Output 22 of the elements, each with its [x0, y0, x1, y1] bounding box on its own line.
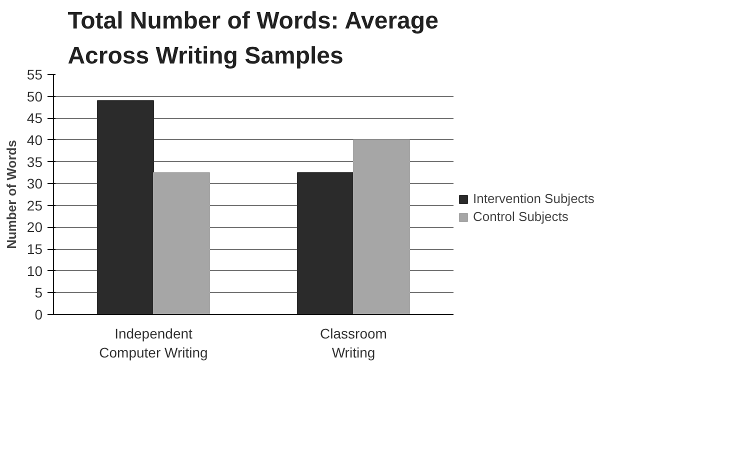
legend-label: Control Subjects	[473, 209, 568, 224]
chart-title: Total Number of Words: Average Across Writing Samples	[68, 7, 438, 70]
y-tick-label: 0	[34, 306, 43, 322]
bar	[297, 172, 354, 314]
legend-label: Intervention Subjects	[473, 191, 594, 206]
bar	[353, 139, 410, 314]
y-tick-label: 50	[26, 88, 43, 104]
y-tick-label: 45	[26, 110, 43, 126]
bar	[97, 100, 154, 314]
y-tick-label: 25	[26, 197, 43, 214]
x-tick-label: Independent Computer Writing	[99, 326, 208, 361]
bar	[153, 172, 210, 314]
y-tick-label: 35	[26, 154, 43, 170]
y-axis-title: Number of Words	[4, 140, 19, 249]
y-tick-label: 40	[26, 132, 43, 148]
y-tick-label: 30	[26, 176, 43, 192]
y-tick-label: 20	[26, 219, 43, 236]
y-tick-label: 15	[26, 241, 43, 258]
y-tick-label: 55	[26, 66, 43, 82]
y-tick-label: 5	[34, 284, 43, 301]
x-tick-label: Classroom Writing	[320, 326, 387, 361]
y-tick-label: 10	[26, 262, 43, 279]
